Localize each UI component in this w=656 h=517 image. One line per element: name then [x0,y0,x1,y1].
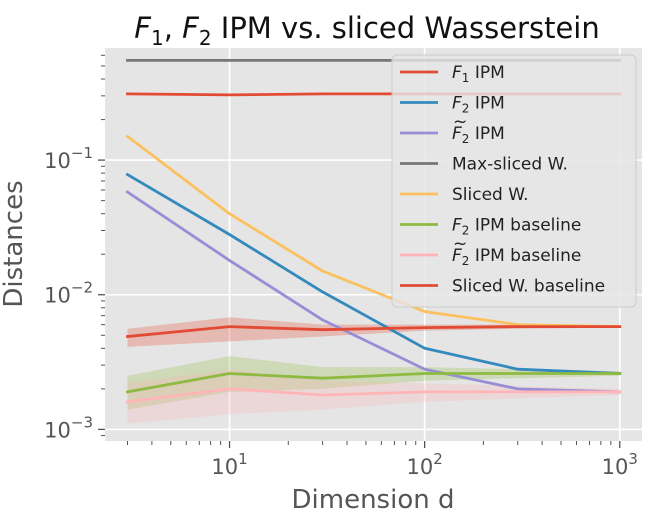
chart-title: F1, F2 IPM vs. sliced Wasserstein [134,11,599,50]
legend-label-subscript: 2 [462,132,470,146]
title-part: IPM vs. sliced Wasserstein [212,11,600,45]
legend-label: F2 IPM [452,94,505,116]
title-subscript: 1 [151,26,164,50]
x-tick-exponent: 2 [433,450,443,468]
x-tick-base: 10 [211,455,238,479]
y-tick-base: 10 [44,418,71,442]
y-tick-base: 10 [44,149,71,173]
legend-box [391,54,637,308]
legend-label-rest: IPM baseline [469,216,581,236]
title-part: , [164,11,182,45]
x-tick-label: 101 [211,450,247,479]
series-line [125,387,622,404]
legend-label-main: F [452,216,462,236]
legend-label-main: Max-sliced W. [452,155,568,175]
legend-label: Sliced W. baseline [452,277,605,297]
series-line [125,325,622,339]
legend-label-main: Sliced W. [452,185,529,205]
confidence-bands [127,317,620,424]
y-tick-exponent: −1 [71,144,93,162]
x-tick-label: 103 [602,450,638,479]
legend-tilde: ~ [453,234,467,254]
y-tick-exponent: −3 [71,413,93,431]
legend-label-rest: IPM [469,94,504,114]
series-line [125,172,622,375]
title-part: F [182,11,200,45]
legend-label-subscript: 2 [462,224,470,238]
legend-label-main: F [452,124,462,144]
legend-label-main: F [452,94,462,114]
legend-label-main: F [452,63,462,83]
legend-label: Max-sliced W. [452,155,568,175]
y-axis-title: Distances [0,180,29,307]
x-tick-base: 10 [407,455,434,479]
legend-label-rest: IPM [469,124,504,144]
legend-label-main: Sliced W. baseline [452,277,605,297]
series-line [125,134,622,329]
legend-label-subscript: 1 [462,71,470,85]
legend-label: F2 IPM [452,124,505,146]
title-part: F [134,11,152,45]
confidence-band [127,369,620,424]
legend-label-main: F [452,246,462,266]
y-tick-label: 10−2 [44,279,93,308]
x-tick-label: 102 [407,450,443,479]
x-tick-exponent: 3 [628,450,638,468]
series-line [125,372,622,394]
series-line [125,190,622,394]
title-subscript: 2 [199,26,212,50]
x-tick-base: 10 [602,455,629,479]
legend-label: F1 IPM [452,63,505,85]
legend-label-subscript: 2 [462,254,470,268]
confidence-band [127,356,620,410]
legend-label: Sliced W. [452,185,529,205]
x-axis-title: Dimension d [292,485,455,515]
legend-tilde: ~ [453,112,467,132]
y-tick-base: 10 [44,284,71,308]
legend-label-rest: IPM [469,63,504,83]
y-tick-label: 10−1 [44,144,93,173]
x-tick-exponent: 1 [238,450,248,468]
legend-label: F2 IPM baseline [452,216,581,238]
legend-label-rest: IPM baseline [469,246,581,266]
y-tick-label: 10−3 [44,413,93,442]
legend-label: F2 IPM baseline [452,246,581,268]
confidence-band [127,317,620,347]
y-tick-exponent: −2 [71,279,93,297]
legend-label-subscript: 2 [462,102,470,116]
